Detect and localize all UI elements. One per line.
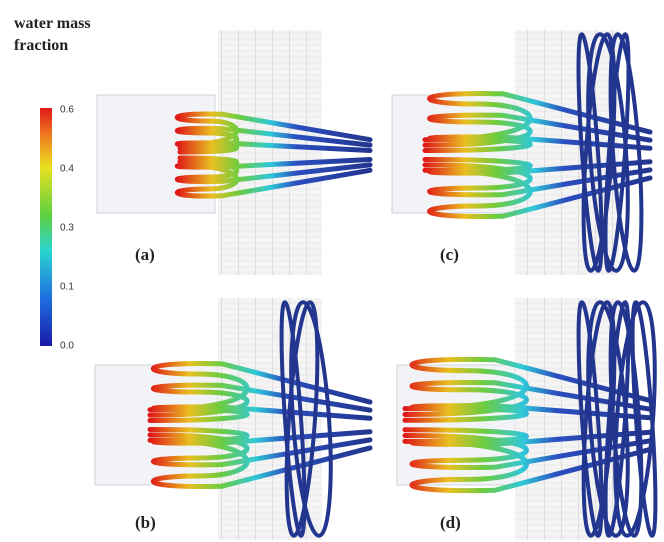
panel-label: (d) <box>440 513 461 532</box>
mesh-region <box>218 30 322 275</box>
colorbar-tick: 0.1 <box>60 282 74 293</box>
panel-label: (a) <box>135 245 155 264</box>
panel-label: (b) <box>135 513 156 532</box>
colorbar-tick: 0.6 <box>60 105 74 116</box>
colorbar-tick: 0.4 <box>60 164 74 175</box>
colorbar-tick: 0.0 <box>60 341 74 352</box>
colorbar-tick: 0.3 <box>60 223 74 234</box>
colorbar-title: fraction <box>14 37 68 54</box>
figure: water mass fraction (a) (b) (c) (d) 0.6 0.4 0… <box>0 0 664 542</box>
colorbar-title: water mass <box>14 15 91 32</box>
colorbar <box>40 108 52 346</box>
panel-label: (c) <box>440 245 459 264</box>
panels: (a) (b) (c) (d) <box>95 30 661 540</box>
